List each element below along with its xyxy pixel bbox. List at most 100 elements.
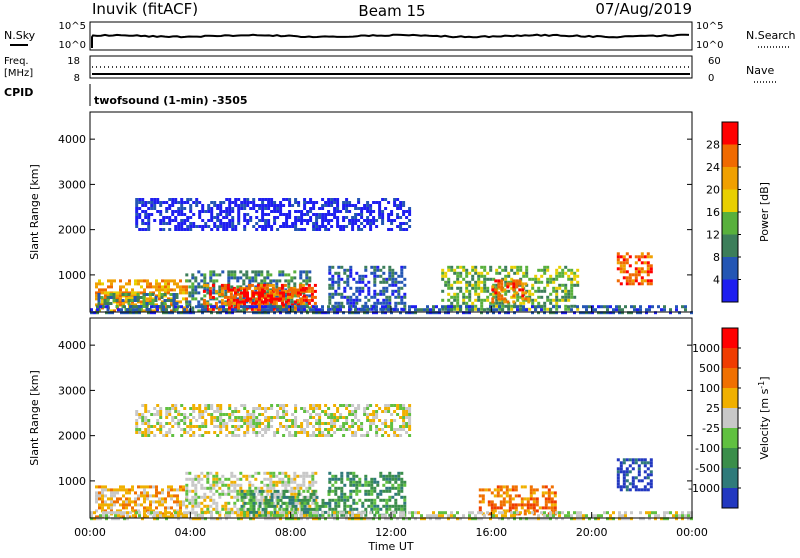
- velocity-echo-cell: [396, 407, 400, 410]
- velocity-echo-cell: [531, 511, 534, 515]
- velocity-echo-cell: [340, 474, 344, 478]
- velocity-echo-cell: [210, 511, 213, 515]
- power-echo-cell: [501, 304, 505, 308]
- power-echo-cell: [491, 297, 495, 301]
- power-echo-cell: [468, 311, 471, 315]
- power-echo-cell: [537, 295, 541, 299]
- power-echo-cell: [307, 286, 311, 290]
- velocity-echo-cell: [245, 474, 249, 478]
- power-echo-cell: [519, 304, 523, 308]
- velocity-echo-cell: [643, 464, 647, 468]
- velocity-echo-cell: [195, 511, 198, 515]
- power-echo-cell: [158, 291, 161, 295]
- power-echo-cell: [177, 222, 181, 225]
- power-echo-cell: [570, 268, 574, 272]
- velocity-echo-cell: [165, 422, 169, 425]
- velocity-echo-cell: [308, 504, 312, 508]
- power-echo-cell: [477, 286, 481, 290]
- velocity-echo-cell: [149, 503, 152, 507]
- power-echo-cell: [105, 311, 108, 315]
- velocity-echo-cell: [185, 471, 189, 475]
- velocity-echo-cell: [487, 500, 491, 504]
- power-echo-cell: [272, 279, 276, 283]
- velocity-echo-cell: [384, 517, 387, 521]
- velocity-echo-cell: [270, 501, 274, 505]
- power-echo-cell: [254, 273, 258, 277]
- power-echo-cell: [250, 307, 254, 311]
- velocity-echo-cell: [627, 517, 630, 521]
- power-echo-cell: [270, 297, 273, 301]
- velocity-echo-cell: [637, 479, 641, 483]
- velocity-echo-cell: [502, 503, 506, 507]
- velocity-echo-cell: [550, 512, 554, 516]
- power-echo-cell: [265, 286, 269, 290]
- velocity-echo-cell: [225, 425, 229, 428]
- velocity-echo-cell: [191, 501, 195, 505]
- velocity-echo-cell: [134, 503, 137, 507]
- power-echo-cell: [222, 228, 226, 231]
- velocity-echo-cell: [314, 492, 318, 496]
- velocity-echo-cell: [207, 413, 211, 416]
- velocity-echo-cell: [270, 498, 274, 502]
- power-echo-cell: [591, 308, 594, 312]
- power-echo-cell: [135, 216, 139, 219]
- velocity-echo-cell: [327, 428, 331, 431]
- velocity-echo-cell: [366, 419, 370, 422]
- velocity-echo-cell: [642, 517, 645, 521]
- power-echo-cell: [312, 222, 316, 225]
- velocity-echo-cell: [285, 514, 288, 518]
- velocity-echo-cell: [282, 425, 286, 428]
- velocity-echo-cell: [397, 492, 401, 496]
- velocity-echo-cell: [264, 428, 268, 431]
- power-echo-cell: [381, 210, 385, 213]
- power-echo-cell: [243, 204, 247, 207]
- velocity-echo-cell: [321, 431, 325, 434]
- power-echo-cell: [373, 265, 377, 269]
- power-echo-cell: [192, 222, 196, 225]
- power-echo-cell: [342, 311, 345, 315]
- power-echo-cell: [264, 204, 268, 207]
- power-echo-cell: [444, 280, 448, 284]
- power-echo-cell: [471, 274, 475, 278]
- power-echo-cell: [158, 288, 161, 292]
- power-echo-cell: [447, 280, 451, 284]
- power-echo-cell: [624, 305, 627, 309]
- power-echo-cell: [402, 222, 406, 225]
- velocity-echo-cell: [207, 407, 211, 410]
- velocity-echo-cell: [637, 467, 641, 471]
- power-echo-cell: [357, 225, 361, 228]
- power-echo-cell: [172, 302, 176, 305]
- velocity-ylabel: Slant Range [km]: [28, 370, 41, 466]
- power-echo-cell: [531, 311, 534, 315]
- power-echo-cell: [281, 270, 285, 274]
- velocity-echo-cell: [355, 507, 359, 511]
- power-echo-cell: [486, 307, 490, 311]
- velocity-echo-cell: [140, 485, 143, 489]
- velocity-echo-cell: [690, 517, 693, 521]
- velocity-echo-cell: [164, 497, 167, 501]
- power-echo-cell: [474, 298, 478, 302]
- power-echo-cell: [318, 225, 322, 228]
- power-echo-cell: [534, 305, 537, 309]
- power-echo-cell: [690, 311, 693, 315]
- velocity-echo-cell: [669, 511, 672, 515]
- velocity-echo-region-3: [135, 404, 412, 437]
- power-echo-cell: [358, 298, 362, 302]
- velocity-echo-cell: [123, 511, 126, 515]
- velocity-echo-cell: [98, 494, 101, 498]
- velocity-echo-cell: [266, 489, 270, 493]
- power-echo-cell: [306, 305, 309, 309]
- power-echo-cell: [258, 303, 261, 307]
- power-echo-cell: [619, 261, 623, 265]
- velocity-echo-cell: [373, 498, 377, 502]
- power-echo-cell: [203, 279, 207, 283]
- velocity-echo-cell: [385, 480, 389, 484]
- power-echo-cell: [382, 292, 386, 296]
- velocity-echo-cell: [185, 515, 188, 519]
- power-echo-cell: [133, 299, 137, 302]
- power-echo-cell: [528, 289, 532, 293]
- power-echo-cell: [168, 198, 172, 201]
- velocity-echo-cell: [358, 483, 362, 487]
- power-echo-cell: [300, 308, 303, 312]
- power-echo-cell: [474, 289, 478, 293]
